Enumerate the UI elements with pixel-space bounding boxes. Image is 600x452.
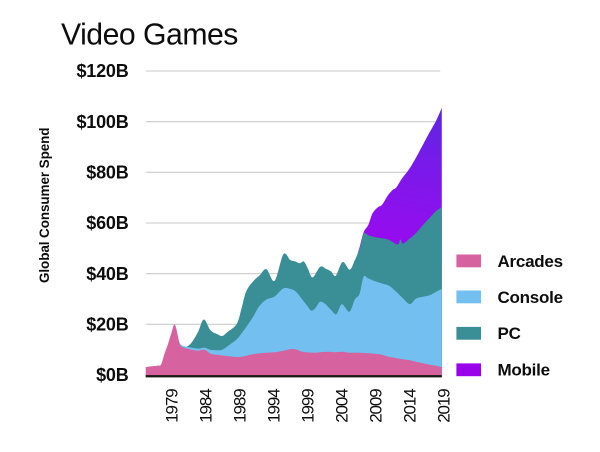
svg-text:PC: PC	[498, 324, 521, 343]
svg-text:$20B: $20B	[86, 315, 128, 335]
svg-text:1979: 1979	[163, 389, 182, 423]
svg-text:2019: 2019	[435, 389, 454, 423]
svg-text:$40B: $40B	[86, 264, 128, 284]
svg-text:1989: 1989	[231, 389, 250, 423]
svg-text:Arcades: Arcades	[498, 252, 563, 271]
svg-text:Console: Console	[498, 288, 563, 307]
svg-text:Global Consumer Spend: Global Consumer Spend	[37, 128, 52, 283]
svg-text:Mobile: Mobile	[498, 361, 550, 380]
svg-text:2004: 2004	[333, 389, 352, 423]
svg-text:$120B: $120B	[76, 61, 128, 81]
svg-text:1999: 1999	[299, 389, 318, 423]
svg-text:1994: 1994	[265, 389, 284, 423]
svg-text:Video Games: Video Games	[61, 18, 238, 51]
svg-text:$0B: $0B	[96, 365, 129, 385]
svg-text:1984: 1984	[197, 389, 216, 423]
svg-text:2014: 2014	[401, 389, 420, 423]
svg-text:$80B: $80B	[86, 163, 128, 183]
svg-text:$60B: $60B	[86, 213, 128, 233]
svg-text:2009: 2009	[367, 389, 386, 423]
svg-text:$100B: $100B	[76, 112, 128, 132]
